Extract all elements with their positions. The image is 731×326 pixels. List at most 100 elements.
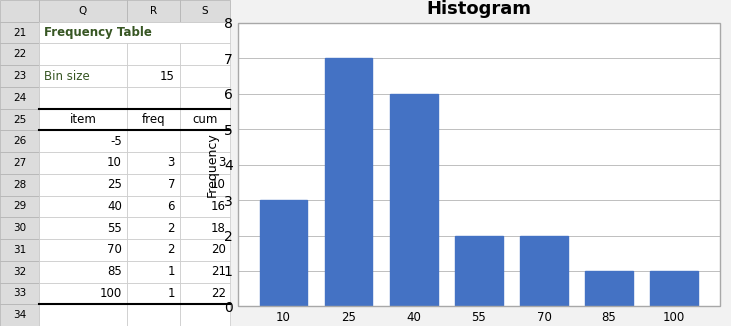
Bar — [180, 87, 230, 109]
Bar — [180, 261, 230, 283]
Bar — [0, 87, 39, 109]
Text: 22: 22 — [211, 287, 226, 300]
Bar — [126, 43, 180, 65]
Bar — [126, 174, 180, 196]
Text: 40: 40 — [107, 200, 122, 213]
Text: 34: 34 — [13, 310, 26, 320]
Bar — [180, 109, 230, 130]
Bar — [0, 130, 39, 152]
Text: 20: 20 — [211, 244, 226, 257]
Title: Histogram: Histogram — [426, 0, 531, 19]
Bar — [0, 304, 39, 326]
Bar — [390, 94, 438, 306]
Text: 1: 1 — [167, 287, 175, 300]
Bar — [39, 261, 126, 283]
Bar — [39, 22, 230, 43]
Bar — [39, 174, 126, 196]
Text: 10: 10 — [211, 178, 226, 191]
Bar — [325, 58, 372, 306]
Bar — [651, 271, 698, 306]
Text: 26: 26 — [13, 136, 26, 146]
Bar — [0, 217, 39, 239]
Text: item: item — [69, 113, 96, 126]
Text: 25: 25 — [107, 178, 122, 191]
Text: 7: 7 — [167, 178, 175, 191]
Text: freq: freq — [141, 113, 165, 126]
Text: 15: 15 — [160, 69, 175, 82]
Bar — [126, 217, 180, 239]
Bar — [180, 152, 230, 174]
Bar — [0, 109, 39, 130]
Text: 3: 3 — [167, 156, 175, 170]
Text: 16: 16 — [211, 200, 226, 213]
Bar — [260, 200, 307, 306]
Bar — [39, 152, 126, 174]
Text: 70: 70 — [107, 244, 122, 257]
Bar — [126, 109, 180, 130]
Text: 85: 85 — [107, 265, 122, 278]
Bar — [39, 239, 126, 261]
Text: Q: Q — [79, 6, 87, 16]
Bar — [180, 217, 230, 239]
Bar — [0, 261, 39, 283]
Text: R: R — [150, 6, 156, 16]
Bar — [586, 271, 633, 306]
Bar — [0, 174, 39, 196]
Text: 10: 10 — [107, 156, 122, 170]
Bar — [126, 304, 180, 326]
Bar — [180, 196, 230, 217]
Bar — [39, 196, 126, 217]
Text: Bin size: Bin size — [44, 69, 89, 82]
Bar — [0, 43, 39, 65]
Bar — [0, 283, 39, 304]
Text: 23: 23 — [13, 71, 26, 81]
Text: 21: 21 — [211, 265, 226, 278]
Text: -5: -5 — [110, 135, 122, 148]
Text: 31: 31 — [13, 245, 26, 255]
Text: 55: 55 — [107, 222, 122, 235]
Text: 18: 18 — [211, 222, 226, 235]
Bar — [126, 130, 180, 152]
Bar — [126, 152, 180, 174]
Text: 21: 21 — [13, 28, 26, 37]
Bar — [126, 0, 180, 22]
Bar — [39, 65, 126, 87]
Y-axis label: Frequency: Frequency — [205, 132, 219, 197]
Bar — [238, 23, 720, 306]
Bar — [455, 235, 503, 306]
Bar — [39, 87, 126, 109]
Bar — [180, 130, 230, 152]
Bar — [39, 43, 126, 65]
Text: 100: 100 — [100, 287, 122, 300]
Bar — [180, 43, 230, 65]
Bar — [0, 152, 39, 174]
Text: Frequency Table: Frequency Table — [44, 26, 151, 39]
Text: 32: 32 — [13, 267, 26, 277]
Bar — [0, 239, 39, 261]
Text: S: S — [202, 6, 208, 16]
Bar — [180, 239, 230, 261]
Bar — [126, 261, 180, 283]
Text: 22: 22 — [13, 49, 26, 59]
Bar — [39, 283, 126, 304]
Text: 24: 24 — [13, 93, 26, 103]
Bar — [126, 65, 180, 87]
Bar — [39, 109, 126, 130]
Text: 2: 2 — [167, 244, 175, 257]
Text: 33: 33 — [13, 289, 26, 298]
Text: 1: 1 — [167, 265, 175, 278]
Text: 3: 3 — [219, 156, 226, 170]
Bar — [39, 130, 126, 152]
Text: 28: 28 — [13, 180, 26, 190]
Text: cum: cum — [192, 113, 218, 126]
Bar — [0, 0, 39, 22]
Bar — [180, 304, 230, 326]
Text: 27: 27 — [13, 158, 26, 168]
Text: 25: 25 — [13, 114, 26, 125]
Bar — [180, 283, 230, 304]
Bar — [180, 174, 230, 196]
Bar — [0, 65, 39, 87]
Bar — [39, 217, 126, 239]
Bar — [0, 196, 39, 217]
Bar — [0, 22, 39, 43]
